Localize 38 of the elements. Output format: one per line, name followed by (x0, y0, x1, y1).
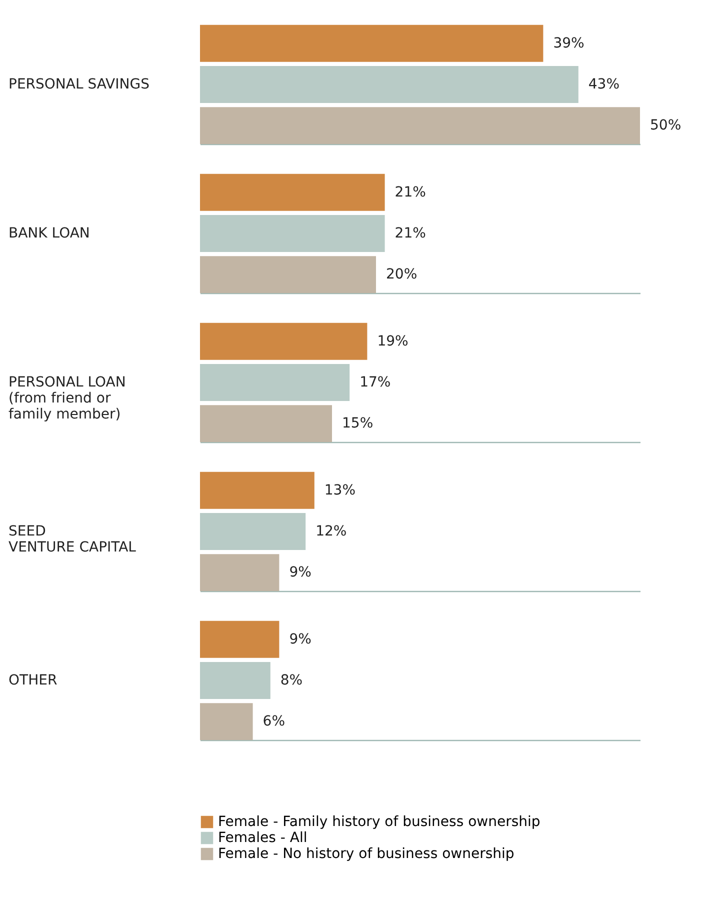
bar (200, 24, 544, 62)
bar (200, 322, 368, 360)
bar (200, 174, 385, 211)
bar (200, 662, 270, 699)
bar (200, 364, 350, 401)
bar (200, 215, 385, 252)
bar (200, 703, 253, 740)
bar (200, 66, 578, 103)
bar (200, 405, 332, 442)
legend-label: Female - No history of business ownership (218, 846, 514, 862)
data-label: 6% (262, 714, 286, 730)
data-label: 39% (553, 35, 584, 52)
y-tick-label: PERSONAL LOAN (from friend or family member) (8, 374, 126, 422)
y-tick-label: SEED VENTURE CAPITAL (8, 524, 136, 556)
data-label: 8% (280, 672, 303, 688)
data-label: 43% (588, 76, 620, 92)
legend-label: Female - Family history of business ownership (218, 814, 540, 830)
bar (200, 472, 314, 509)
bar (200, 513, 306, 550)
y-tick-label: BANK LOAN (8, 226, 90, 242)
data-label: 21% (394, 184, 426, 200)
data-label: 20% (386, 266, 418, 283)
bar (200, 256, 376, 294)
data-label: 19% (377, 333, 408, 350)
data-label: 13% (324, 482, 356, 498)
data-label: 17% (360, 374, 391, 390)
bar (200, 554, 280, 592)
data-label: 9% (289, 564, 312, 581)
data-label: 15% (342, 416, 374, 432)
legend-label: Females - All (218, 830, 308, 846)
data-label: 21% (394, 226, 426, 242)
y-tick-label: PERSONAL SAVINGS (8, 76, 150, 92)
data-label: 12% (316, 524, 347, 540)
data-label: 50% (650, 118, 682, 134)
bar (200, 107, 640, 144)
bar (200, 620, 280, 658)
data-label: 9% (289, 631, 312, 648)
y-tick-label: OTHER (8, 672, 58, 688)
